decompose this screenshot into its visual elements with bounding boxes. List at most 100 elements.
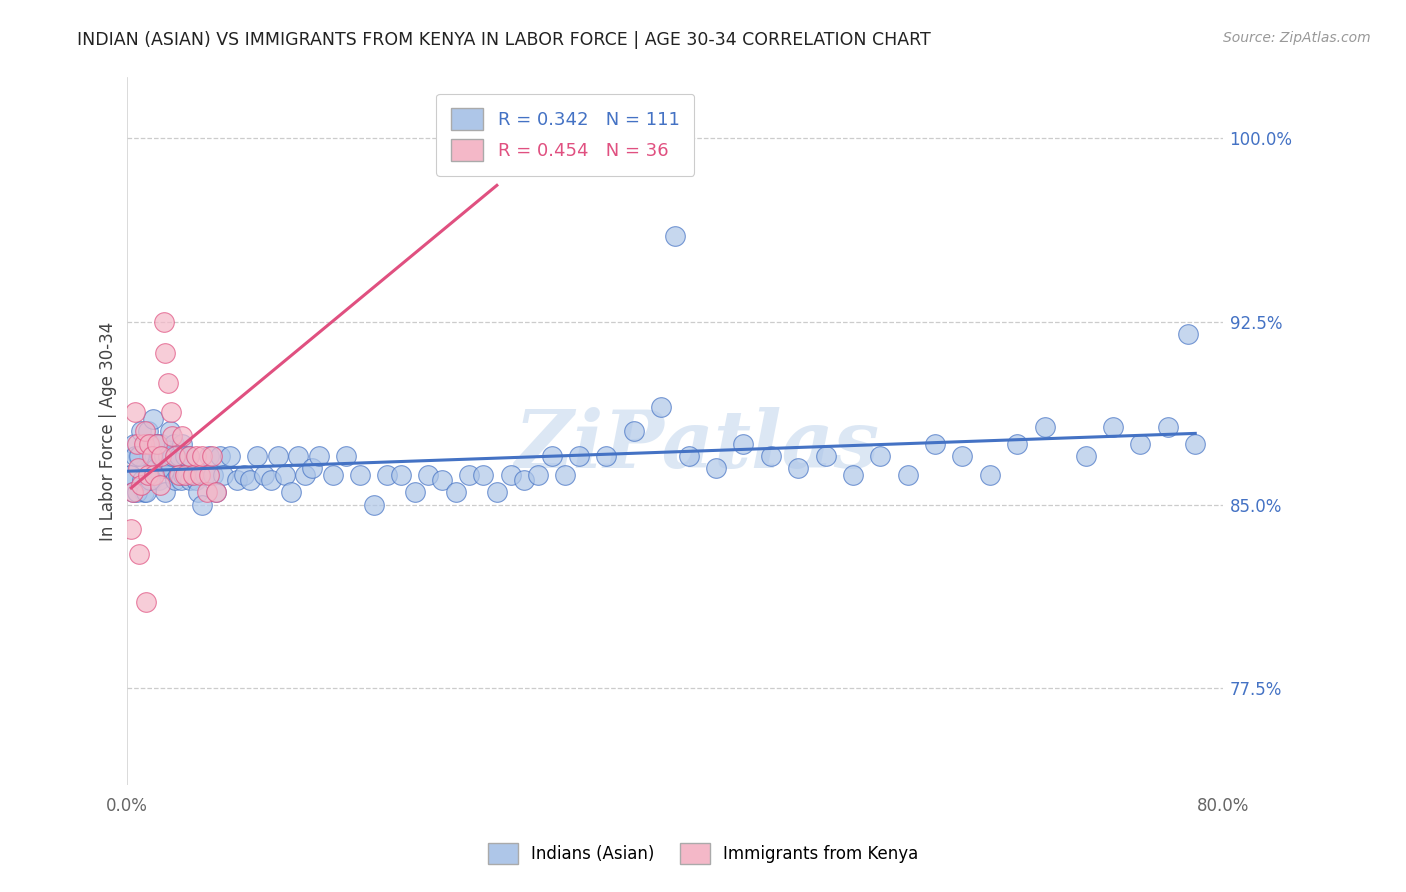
Point	[404, 485, 426, 500]
Point	[132, 485, 155, 500]
Point	[363, 498, 385, 512]
Point	[125, 436, 148, 450]
Point	[129, 478, 152, 492]
Point	[472, 468, 495, 483]
Point	[418, 468, 440, 483]
Point	[179, 473, 201, 487]
Point	[149, 449, 172, 463]
Point	[146, 436, 169, 450]
Point	[554, 468, 576, 483]
Point	[173, 468, 195, 483]
Text: Source: ZipAtlas.com: Source: ZipAtlas.com	[1223, 31, 1371, 45]
Legend: Indians (Asian), Immigrants from Kenya: Indians (Asian), Immigrants from Kenya	[481, 837, 925, 871]
Point	[153, 315, 176, 329]
Point	[152, 461, 174, 475]
Point	[177, 449, 200, 463]
Point	[169, 473, 191, 487]
Point	[814, 449, 837, 463]
Point	[184, 473, 207, 487]
Point	[132, 436, 155, 450]
Point	[513, 473, 536, 487]
Point	[1184, 436, 1206, 450]
Point	[162, 429, 184, 443]
Point	[253, 468, 276, 483]
Point	[273, 468, 295, 483]
Point	[167, 449, 190, 463]
Point	[527, 468, 550, 483]
Point	[195, 485, 218, 500]
Point	[1102, 419, 1125, 434]
Point	[191, 449, 214, 463]
Point	[239, 473, 262, 487]
Point	[1157, 419, 1180, 434]
Point	[148, 473, 170, 487]
Point	[979, 468, 1001, 483]
Point	[155, 485, 177, 500]
Point	[1005, 436, 1028, 450]
Point	[121, 485, 143, 500]
Point	[787, 461, 810, 475]
Point	[869, 449, 891, 463]
Point	[139, 473, 162, 487]
Point	[167, 468, 190, 483]
Point	[166, 468, 188, 483]
Point	[173, 449, 195, 463]
Point	[118, 468, 141, 483]
Point	[260, 473, 283, 487]
Point	[499, 468, 522, 483]
Point	[142, 412, 165, 426]
Point	[301, 461, 323, 475]
Point	[128, 449, 150, 463]
Point	[389, 468, 412, 483]
Point	[924, 436, 946, 450]
Point	[733, 436, 755, 450]
Point	[163, 449, 186, 463]
Point	[458, 468, 481, 483]
Point	[349, 468, 371, 483]
Point	[128, 547, 150, 561]
Point	[165, 449, 187, 463]
Point	[375, 468, 398, 483]
Point	[157, 376, 180, 390]
Point	[209, 449, 232, 463]
Point	[212, 468, 235, 483]
Point	[678, 449, 700, 463]
Point	[430, 473, 453, 487]
Point	[201, 449, 224, 463]
Point	[163, 436, 186, 450]
Point	[124, 405, 146, 419]
Point	[664, 229, 686, 244]
Point	[181, 468, 204, 483]
Point	[122, 436, 145, 450]
Point	[146, 436, 169, 450]
Point	[121, 485, 143, 500]
Point	[1033, 419, 1056, 434]
Point	[120, 522, 142, 536]
Point	[156, 461, 179, 475]
Point	[267, 449, 290, 463]
Point	[170, 429, 193, 443]
Text: INDIAN (ASIAN) VS IMMIGRANTS FROM KENYA IN LABOR FORCE | AGE 30-34 CORRELATION C: INDIAN (ASIAN) VS IMMIGRANTS FROM KENYA …	[77, 31, 931, 49]
Point	[141, 449, 163, 463]
Point	[145, 461, 167, 475]
Point	[952, 449, 974, 463]
Point	[842, 468, 865, 483]
Point	[143, 468, 166, 483]
Point	[127, 461, 149, 475]
Point	[280, 485, 302, 500]
Point	[136, 425, 159, 439]
Point	[485, 485, 508, 500]
Point	[176, 468, 198, 483]
Point	[198, 449, 221, 463]
Point	[135, 595, 157, 609]
Point	[138, 436, 160, 450]
Point	[136, 468, 159, 483]
Point	[225, 473, 247, 487]
Point	[704, 461, 727, 475]
Point	[595, 449, 617, 463]
Point	[163, 473, 186, 487]
Point	[1129, 436, 1152, 450]
Point	[177, 449, 200, 463]
Point	[138, 449, 160, 463]
Point	[160, 461, 183, 475]
